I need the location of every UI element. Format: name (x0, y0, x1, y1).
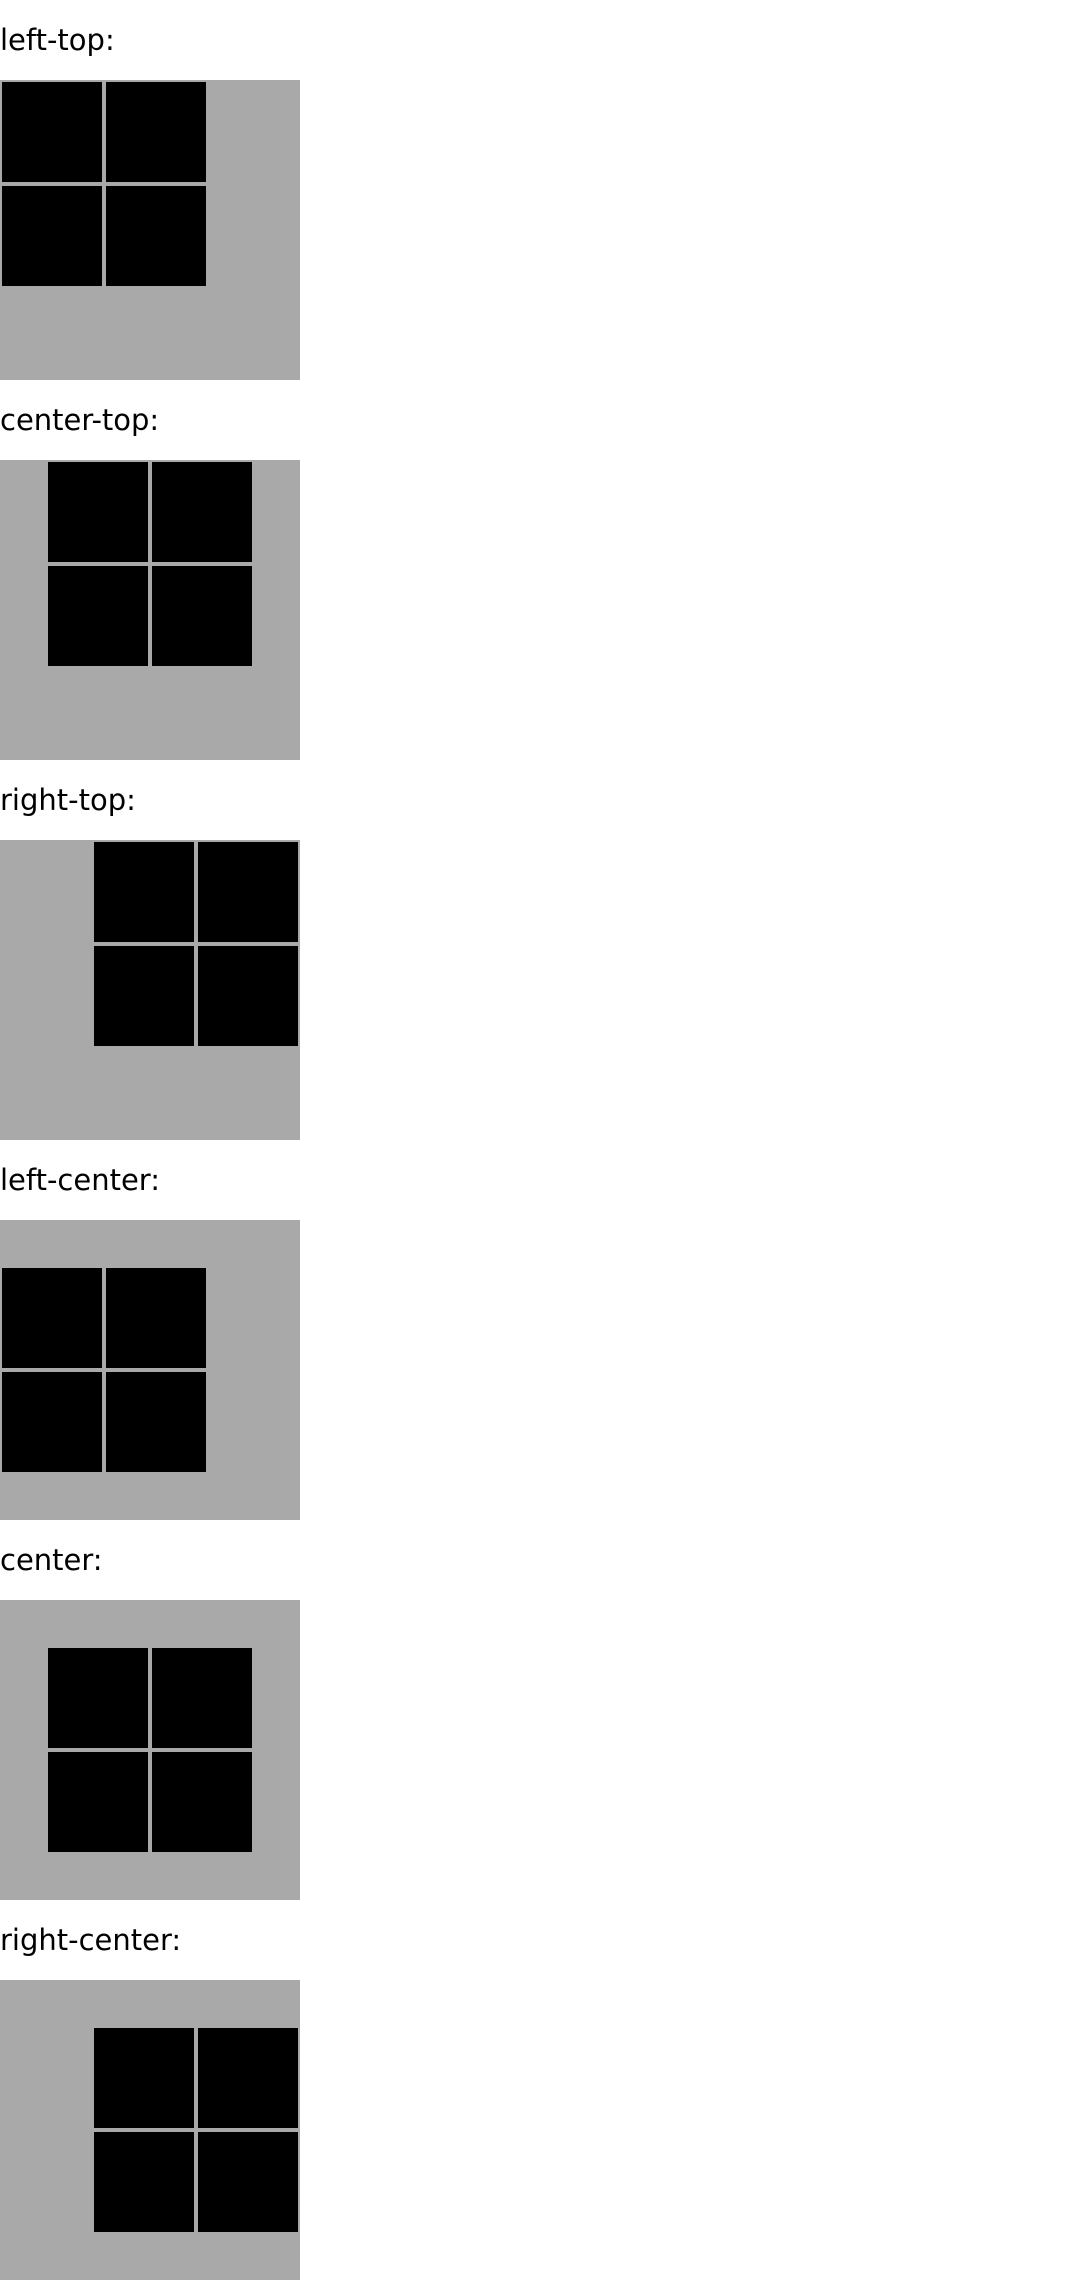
alignment-label: right-center: (0, 1923, 182, 1957)
grid-cell (94, 946, 194, 1046)
grid-cell (2, 1372, 102, 1472)
grid-cell (48, 566, 148, 666)
grid-cell (48, 462, 148, 562)
grid-cell (152, 1752, 252, 1852)
grid-container (0, 460, 300, 760)
grid-cell (94, 2028, 194, 2128)
alignment-label: left-center: (0, 1163, 160, 1197)
grid-container (0, 80, 300, 380)
grid-container (0, 840, 300, 1140)
grid-cell (94, 2132, 194, 2232)
grid-container (0, 1220, 300, 1520)
grid-cell (106, 1268, 206, 1368)
alignment-label: right-top: (0, 783, 136, 817)
grid-cell (48, 1752, 148, 1852)
alignment-label: left-top: (0, 23, 115, 57)
grid-container (0, 1980, 300, 2280)
grid-cell (198, 2132, 298, 2232)
grid-cell (2, 82, 102, 182)
alignment-label: center-top: (0, 403, 160, 437)
grid-cell (106, 1372, 206, 1472)
grid-cell (198, 2028, 298, 2128)
grid-cell (152, 1648, 252, 1748)
grid-cell (106, 82, 206, 182)
grid-cell (48, 1648, 148, 1748)
grid-container (0, 1600, 300, 1900)
grid-cell (2, 1268, 102, 1368)
grid-cell (152, 462, 252, 562)
grid-cell (152, 566, 252, 666)
grid-cell (106, 186, 206, 286)
grid-cell (198, 946, 298, 1046)
grid-cell (2, 186, 102, 286)
alignment-label: center: (0, 1543, 103, 1577)
grid-cell (94, 842, 194, 942)
grid-cell (198, 842, 298, 942)
